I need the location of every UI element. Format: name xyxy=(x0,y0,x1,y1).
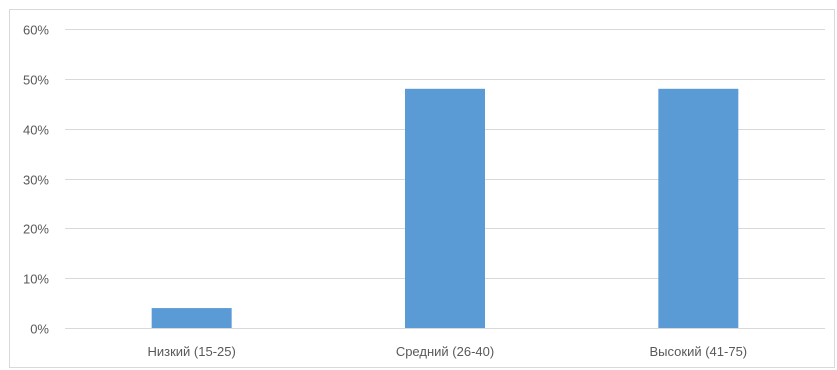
x-category-label: Низкий (15-25) xyxy=(147,344,235,359)
bar xyxy=(405,88,485,328)
y-tick-label: 30% xyxy=(23,173,49,188)
y-tick-label: 10% xyxy=(23,272,49,287)
bar xyxy=(658,88,739,328)
y-tick-label: 0% xyxy=(30,322,49,337)
y-tick-label: 20% xyxy=(23,222,49,237)
x-category-label: Средний (26-40) xyxy=(396,344,494,359)
y-tick-label: 50% xyxy=(23,73,49,88)
bars xyxy=(151,88,739,328)
x-category-label: Высокий (41-75) xyxy=(650,344,748,359)
bar xyxy=(151,308,232,328)
y-axis-ticks: 0% 10% 20% 30% 40% 50% 60% xyxy=(23,23,49,337)
y-tick-label: 60% xyxy=(23,23,49,38)
y-tick-label: 40% xyxy=(23,123,49,138)
x-axis-labels: Низкий (15-25) Средний (26-40) Высокий (41… xyxy=(147,344,747,359)
